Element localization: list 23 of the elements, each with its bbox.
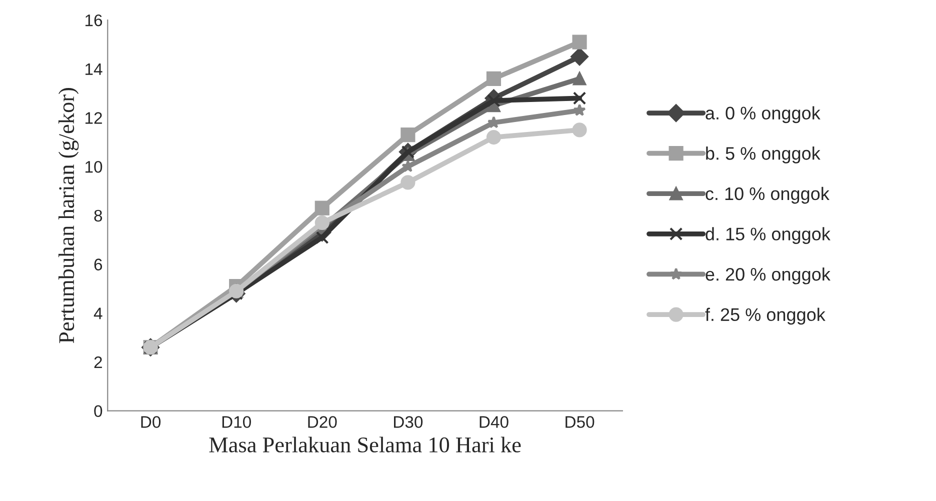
legend-label: d. 15 % onggok	[706, 227, 830, 244]
legend-label: e. 20 % onggok	[706, 267, 830, 284]
x-tick-label: D50	[566, 416, 594, 428]
x-tick-label: D0	[141, 416, 161, 428]
legend-label: b. 5 % onggok	[706, 146, 820, 164]
x-tick-label: D10	[222, 416, 251, 428]
x-tick-label: D40	[480, 416, 508, 428]
legend-label: f. 25 % onggok	[705, 308, 826, 325]
x-tick-label: D30	[394, 416, 423, 428]
y-tick-label: 0	[94, 405, 102, 418]
y-tick-label: 16	[86, 14, 102, 26]
y-tick-label: 14	[86, 63, 102, 75]
legend-label: a. 0 % onggok	[706, 106, 820, 124]
y-tick-label: 12	[86, 112, 102, 124]
y-tick-label: 4	[94, 308, 102, 320]
x-axis-title: Masa Perlakuan Selama 10 Hari ke	[209, 436, 521, 452]
y-tick-label: 10	[86, 160, 102, 173]
y-tick-label: 6	[94, 258, 102, 270]
y-tick-label: 2	[94, 356, 102, 368]
legend-label: c. 10 % onggok	[706, 186, 830, 204]
y-tick-label: 8	[94, 210, 102, 222]
y-axis-title: Pertumbuhan harian (g/ekor)	[58, 88, 79, 344]
x-tick-label: D20	[308, 416, 337, 428]
